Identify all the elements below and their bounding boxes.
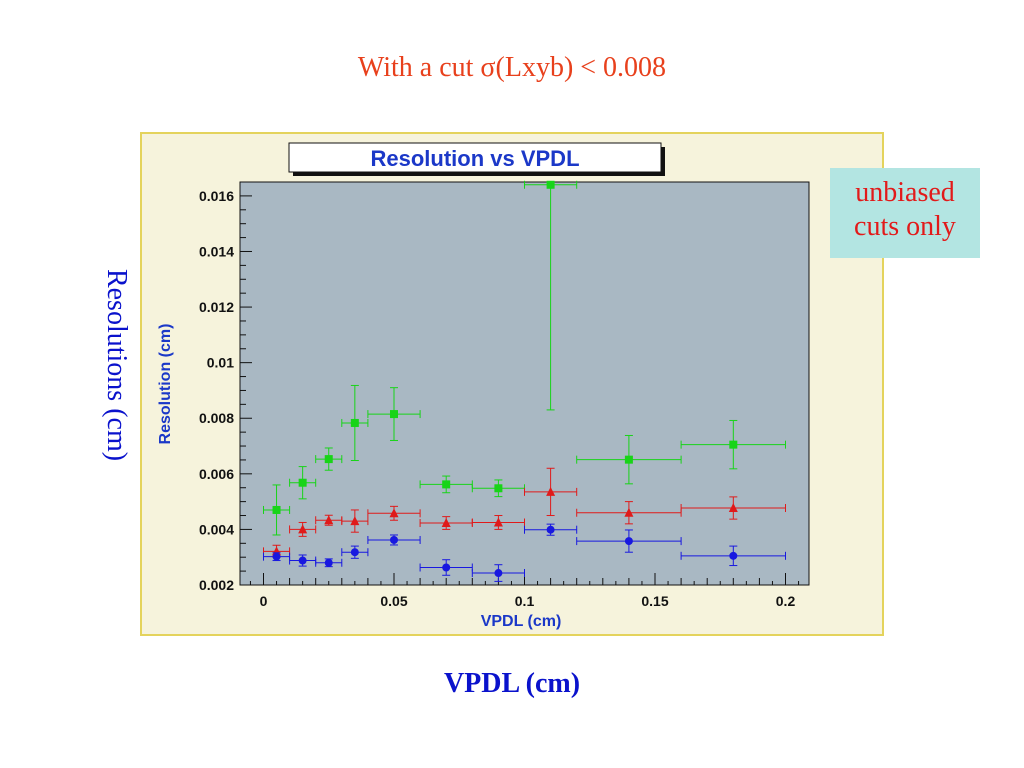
x-tick-label: 0.05	[380, 593, 407, 609]
data-point-square	[442, 480, 451, 489]
data-point-circle	[442, 563, 451, 572]
data-point-triangle	[728, 503, 738, 513]
data-point-circle	[324, 558, 333, 567]
data-point-triangle	[546, 486, 556, 496]
y-tick-label: 0.012	[199, 299, 234, 315]
bottom-axis-label: VPDL (cm)	[443, 668, 581, 699]
data-point-circle	[272, 552, 281, 561]
data-point-triangle	[324, 515, 334, 525]
x-tick-label: 0.15	[641, 593, 668, 609]
data-point-triangle	[350, 516, 360, 526]
data-point-circle	[389, 535, 398, 544]
data-point-square	[298, 478, 307, 487]
y-tick-label: 0.004	[199, 521, 234, 537]
x-tick-label: 0.2	[776, 593, 796, 609]
callout-box: unbiased cuts only	[830, 168, 980, 258]
data-point-square	[546, 180, 555, 189]
chart-svg: Resolution vs VPDL 0.0020.0040.0060.0080…	[140, 132, 884, 636]
plot-area	[239, 181, 810, 586]
data-point-triangle	[441, 518, 451, 528]
x-tick-label: 0.1	[515, 593, 535, 609]
y-tick-label: 0.008	[199, 410, 234, 426]
y-tick-label: 0.01	[207, 355, 234, 371]
data-point-triangle	[624, 507, 634, 517]
axes: 0.002 0.004 0.006 0.008 0.01 0.012 0.014 0.016 0…	[199, 181, 800, 609]
data-point-circle	[298, 556, 307, 565]
callout-line-1: unbiased	[855, 177, 955, 208]
title-box: Resolution vs VPDL	[288, 142, 665, 176]
data-point-square	[729, 440, 738, 449]
data-point-square	[350, 418, 359, 427]
y-tick-label: 0.002	[199, 577, 234, 593]
data-point-circle	[729, 551, 738, 560]
data-point-triangle	[493, 517, 503, 527]
y-tick-label: 0.016	[199, 188, 234, 204]
data-point-square	[324, 455, 333, 464]
side-axis-label: Resolutions (cm)	[101, 268, 132, 462]
x-tick-label: 0	[260, 593, 268, 609]
data-point-square	[389, 410, 398, 419]
title-box-bg	[288, 142, 662, 173]
slide-title: With a cut σ(Lxyb) < 0.008	[357, 52, 667, 83]
callout-line-2: cuts only	[854, 211, 956, 242]
chart-frame: Resolution vs VPDL 0.002 0.004 0.006 0.008 0…	[140, 132, 885, 642]
data-point-triangle	[389, 508, 399, 518]
data-point-triangle	[298, 524, 308, 534]
y-tick-label: 0.006	[199, 466, 234, 482]
chart-title: Resolution vs VPDL	[370, 146, 579, 171]
chart-marks	[262, 180, 787, 582]
data-point-square	[494, 484, 503, 493]
data-point-circle	[350, 548, 359, 557]
data-point-square	[624, 455, 633, 464]
data-point-circle	[546, 525, 555, 534]
y-tick-label: 0.014	[199, 243, 234, 259]
y-axis-title: Resolution (cm)	[157, 324, 174, 445]
data-point-circle	[494, 569, 503, 578]
x-axis-title: VPDL (cm)	[481, 613, 562, 630]
data-point-square	[272, 505, 281, 514]
data-point-circle	[624, 537, 633, 546]
